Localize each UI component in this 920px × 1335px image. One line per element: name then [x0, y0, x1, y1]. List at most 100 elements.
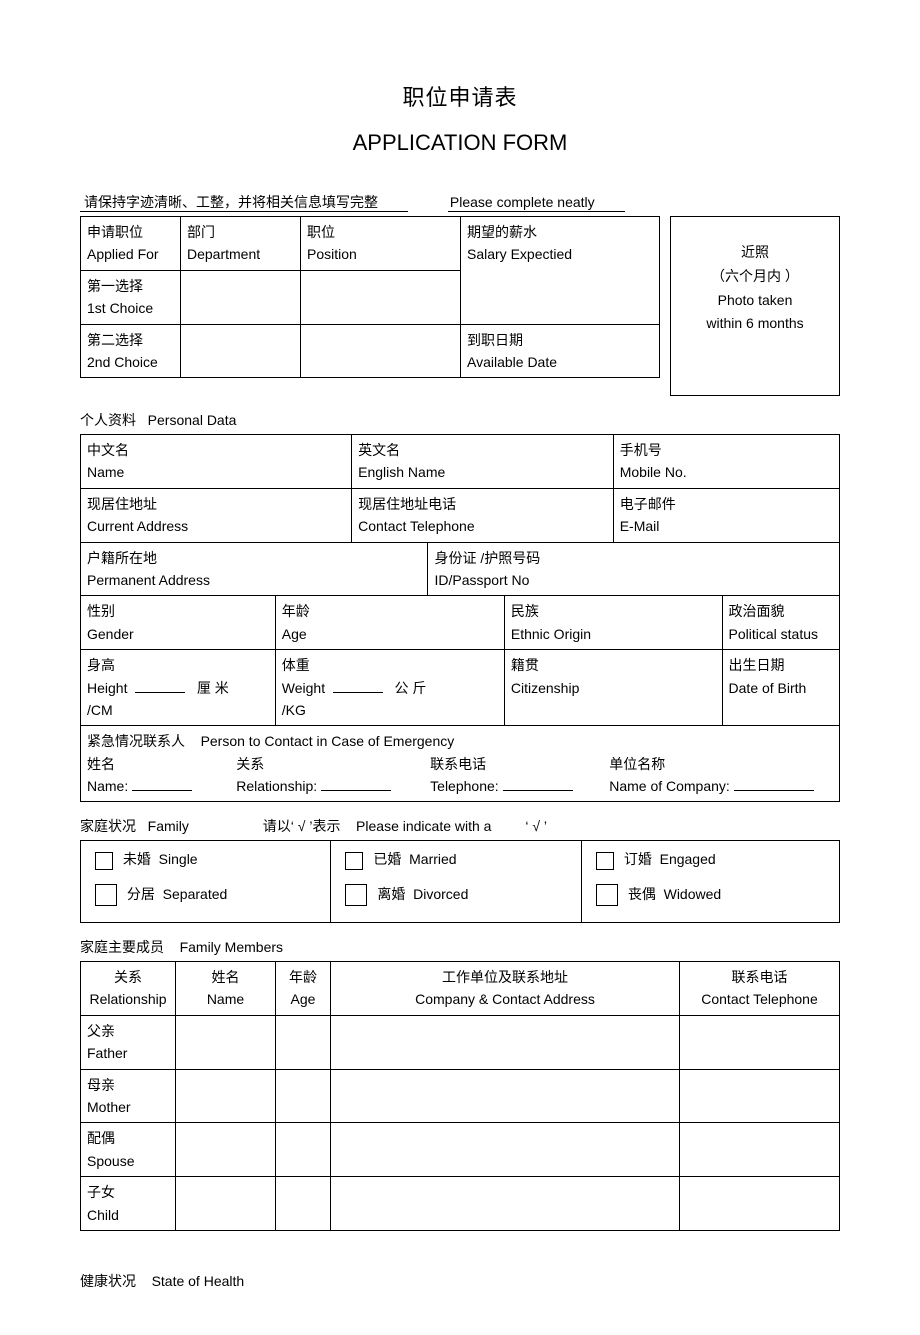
table-row: 配偶Spouse [81, 1123, 840, 1177]
col-comp: 工作单位及联系地址 Company & Contact Address [331, 962, 680, 1016]
second-choice-label: 第二选择 2nd Choice [81, 324, 181, 378]
height-unit-cn: 厘 米 [197, 680, 229, 696]
widowed-checkbox[interactable] [596, 884, 618, 906]
pos-cn: 职位 [307, 221, 454, 243]
second-pos-input[interactable] [301, 324, 461, 378]
pos-header: 职位 Position [301, 217, 461, 271]
col-rel-cn: 关系 [87, 966, 169, 988]
avail-cell: 到职日期 Available Date [461, 324, 660, 378]
personal-table: 中文名 Name 英文名 English Name 手机号 Mobile No.… [80, 434, 840, 802]
personal-section-label: 个人资料 Personal Data [80, 410, 840, 430]
r0-cn: 父亲 [87, 1020, 169, 1042]
emerg-rel-input[interactable] [321, 777, 391, 791]
dob-cn: 出生日期 [729, 654, 833, 676]
table-row: 父亲Father [81, 1015, 840, 1069]
r2-comp-input[interactable] [331, 1123, 680, 1177]
name-cell: 中文名 Name [81, 435, 352, 489]
r0-comp-input[interactable] [331, 1015, 680, 1069]
r2-name-input[interactable] [176, 1123, 276, 1177]
gender-en: Gender [87, 623, 269, 645]
tel-cell: 现居住地址电话 Contact Telephone [352, 488, 614, 542]
family-section-label: 家庭状况 Family 请以‘ √ ’表示 Please indicate wi… [80, 816, 840, 836]
emerg-tel-input[interactable] [503, 777, 573, 791]
gender-cell: 性别 Gender [81, 596, 276, 650]
first-en: 1st Choice [87, 297, 174, 319]
perm-en: Permanent Address [87, 569, 421, 591]
title-cn: 职位申请表 [80, 80, 840, 112]
table-row: 母亲Mother [81, 1069, 840, 1123]
photo-en2: within 6 months [671, 312, 839, 336]
r2-tel-input[interactable] [680, 1123, 840, 1177]
r1-name-input[interactable] [176, 1069, 276, 1123]
col-tel-cn: 联系电话 [686, 966, 833, 988]
weight-input[interactable] [333, 679, 383, 693]
members-section-cn: 家庭主要成员 [80, 939, 164, 955]
r2-age-input[interactable] [276, 1123, 331, 1177]
age-en: Age [282, 623, 498, 645]
age-cell: 年龄 Age [275, 596, 504, 650]
salary-cell: 期望的薪水 Salary Expectied [461, 217, 660, 325]
members-section-en: Family Members [180, 939, 283, 955]
r1-tel-input[interactable] [680, 1069, 840, 1123]
col-age: 年龄 Age [276, 962, 331, 1016]
photo-cn1: 近照 [671, 241, 839, 265]
height-input[interactable] [135, 679, 185, 693]
mobile-en: Mobile No. [620, 461, 833, 483]
separated-cn: 分居 [127, 886, 155, 902]
r1-comp-input[interactable] [331, 1069, 680, 1123]
email-cell: 电子邮件 E-Mail [613, 488, 839, 542]
first-pos-input[interactable] [301, 270, 461, 324]
members-section-label: 家庭主要成员 Family Members [80, 937, 840, 957]
col-name: 姓名 Name [176, 962, 276, 1016]
members-table: 关系 Relationship 姓名 Name 年龄 Age 工作单位及联系地址… [80, 961, 840, 1231]
single-checkbox[interactable] [95, 852, 113, 870]
emerg-name-input[interactable] [132, 777, 192, 791]
applied-header-cn: 申请职位 [87, 221, 174, 243]
first-choice-label: 第一选择 1st Choice [81, 270, 181, 324]
engaged-checkbox[interactable] [596, 852, 614, 870]
r3-age-input[interactable] [276, 1177, 331, 1231]
r0-tel-input[interactable] [680, 1015, 840, 1069]
r3-name-input[interactable] [176, 1177, 276, 1231]
married-checkbox[interactable] [345, 852, 363, 870]
first-dept-input[interactable] [181, 270, 301, 324]
r1-age-input[interactable] [276, 1069, 331, 1123]
perm-cell: 户籍所在地 Permanent Address [81, 542, 428, 596]
single-cell: 未婚 Single 分居 Separated [81, 841, 331, 923]
r2-en: Spouse [87, 1150, 169, 1172]
id-en: ID/Passport No [434, 569, 833, 591]
r1-en: Mother [87, 1096, 169, 1118]
r3-tel-input[interactable] [680, 1177, 840, 1231]
ename-en: English Name [358, 461, 607, 483]
separated-checkbox[interactable] [95, 884, 117, 906]
emerg-comp-input[interactable] [734, 777, 814, 791]
photo-cn2: （六个月内 ） [671, 265, 839, 289]
second-dept-input[interactable] [181, 324, 301, 378]
political-en: Political status [729, 623, 833, 645]
ethnic-en: Ethnic Origin [511, 623, 716, 645]
email-en: E-Mail [620, 515, 833, 537]
col-age-cn: 年龄 [282, 966, 324, 988]
dob-cell: 出生日期 Date of Birth [722, 650, 839, 726]
married-cell: 已婚 Married 离婚 Divorced [331, 841, 581, 923]
dob-en: Date of Birth [729, 677, 833, 699]
weight-en: Weight [282, 680, 325, 696]
r0-en: Father [87, 1042, 169, 1064]
title-en: APPLICATION FORM [80, 130, 840, 156]
applied-header: 申请职位 Applied For [81, 217, 181, 271]
ename2-cn: 姓名 [87, 753, 236, 775]
second-cn: 第二选择 [87, 329, 174, 351]
r3-comp-input[interactable] [331, 1177, 680, 1231]
page: 职位申请表 APPLICATION FORM 请保持字迹清晰、工整，并将相关信息… [0, 0, 920, 1335]
r0-name-input[interactable] [176, 1015, 276, 1069]
divorced-checkbox[interactable] [345, 884, 367, 906]
applied-header-en: Applied For [87, 243, 174, 265]
r0-age-input[interactable] [276, 1015, 331, 1069]
salary-en: Salary Expectied [467, 243, 653, 265]
tel2-cn: 联系电话 [430, 753, 609, 775]
tel-en: Contact Telephone [358, 515, 607, 537]
married-en: Married [409, 851, 456, 867]
weight-cn: 体重 [282, 654, 498, 676]
political-cell: 政治面貌 Political status [722, 596, 839, 650]
comp-cn: 单位名称 [609, 753, 833, 775]
